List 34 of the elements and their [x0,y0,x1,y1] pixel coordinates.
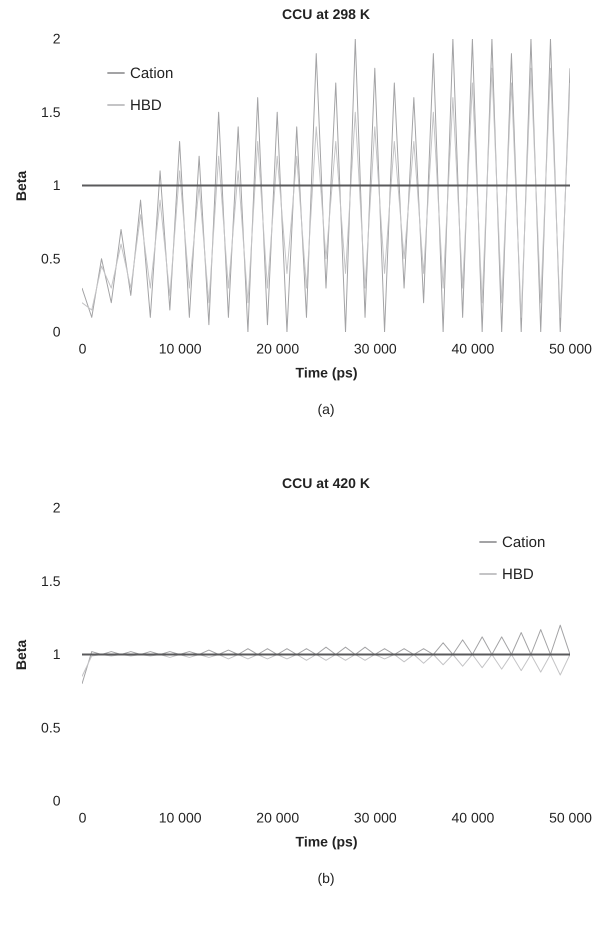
x-tick-label: 20 000 [256,340,300,356]
y-tick-label: 0.5 [41,250,61,266]
x-tick-label: 40 000 [451,340,495,356]
x-tick-label: 30 000 [354,810,397,826]
x-tick-label: 30 000 [354,340,397,356]
legend-label: Cation [502,534,546,551]
x-tick-label: 50 000 [549,340,592,356]
legend-label: HBD [502,566,534,583]
x-tick-label: 10 000 [158,810,202,826]
legend-label: Cation [130,65,174,82]
y-tick-label: 0.5 [41,719,61,736]
text: (a) [317,401,335,417]
y-axis-title: Beta [13,640,30,670]
y-tick-label: 1 [52,646,61,662]
y-tick-label: 1 [52,177,61,193]
legend-label: HBD [130,97,162,114]
text: (b) [317,870,335,886]
x-axis-title: Time (ps) [296,364,358,380]
y-axis-title: Beta [13,170,30,202]
x-tick-label: 20 000 [256,810,300,826]
y-tick-label: 1.5 [41,104,61,120]
y-tick-label: 0 [52,324,61,340]
chart-title: CCU at 298 K [282,6,370,22]
x-tick-label: 0 [78,340,87,356]
x-tick-label: 0 [78,810,87,826]
y-tick-label: 1.5 [41,572,61,589]
x-tick-label: 40 000 [451,810,495,826]
y-tick-label: 0 [52,792,61,808]
y-tick-label: 2 [52,500,61,516]
x-tick-label: 50 000 [549,810,592,826]
x-axis-title: Time (ps) [296,834,358,850]
x-tick-label: 10 000 [158,340,202,356]
chart-title: CCU at 420 K [282,475,370,491]
y-tick-label: 2 [52,30,61,46]
